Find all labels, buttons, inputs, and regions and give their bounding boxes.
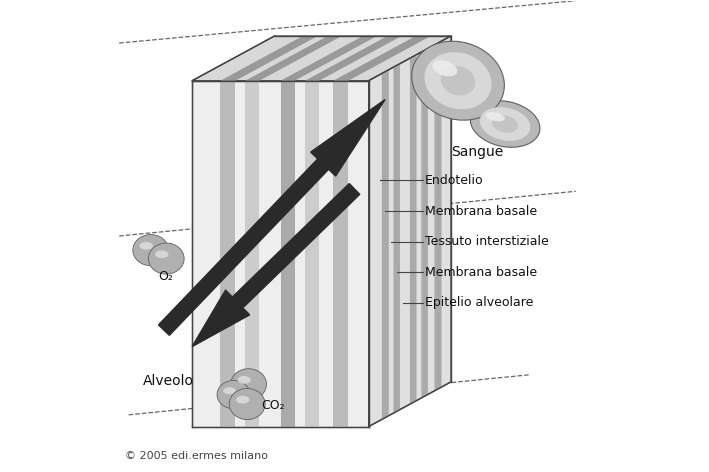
Ellipse shape [229,388,265,420]
Text: Epitelio alveolare: Epitelio alveolare [425,296,533,309]
Ellipse shape [470,101,540,147]
Polygon shape [220,81,235,427]
Text: Sangue: Sangue [451,145,503,159]
Ellipse shape [155,250,169,258]
Ellipse shape [480,107,530,141]
Ellipse shape [492,115,518,133]
Polygon shape [220,36,318,81]
Polygon shape [410,55,416,404]
Polygon shape [393,64,400,413]
Ellipse shape [230,369,267,400]
Polygon shape [305,81,319,427]
Ellipse shape [223,387,235,394]
Text: Alveolo: Alveolo [143,374,194,388]
Polygon shape [435,41,442,391]
Ellipse shape [486,112,505,121]
Polygon shape [421,49,428,398]
Polygon shape [159,100,385,335]
Ellipse shape [217,380,250,409]
Ellipse shape [238,376,251,384]
Text: Endotelio: Endotelio [425,174,484,187]
Ellipse shape [432,60,457,76]
Ellipse shape [148,243,184,274]
Text: Membrana basale: Membrana basale [425,266,537,279]
Text: © 2005 edi.ermes milano: © 2005 edi.ermes milano [125,451,268,461]
Polygon shape [245,36,342,81]
Polygon shape [281,81,295,427]
Polygon shape [381,70,389,420]
Ellipse shape [133,235,169,266]
Ellipse shape [412,41,504,120]
Ellipse shape [425,52,491,110]
Polygon shape [305,36,401,81]
Polygon shape [333,36,431,81]
Text: Tessuto interstiziale: Tessuto interstiziale [425,235,549,248]
Polygon shape [192,81,369,427]
Text: CO₂: CO₂ [262,399,285,412]
Polygon shape [281,36,377,81]
Polygon shape [245,81,259,427]
Ellipse shape [441,66,476,95]
Polygon shape [333,81,348,427]
Polygon shape [192,184,359,346]
Text: O₂: O₂ [158,270,173,283]
Ellipse shape [140,242,153,250]
Polygon shape [369,36,451,427]
Ellipse shape [236,396,250,404]
Polygon shape [192,36,451,81]
Text: Membrana basale: Membrana basale [425,204,537,218]
